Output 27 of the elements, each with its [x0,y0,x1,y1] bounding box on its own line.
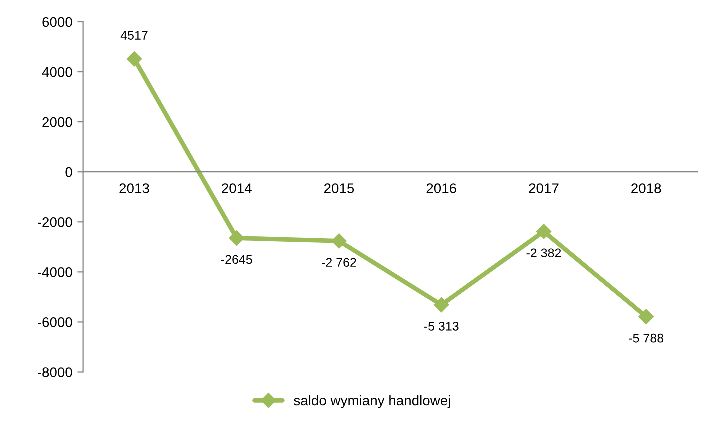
point [638,309,654,324]
point [126,52,142,67]
data-label: -2 382 [526,248,562,258]
y-tick-label: 0 [66,167,72,178]
x-tick-label: 2015 [324,184,354,194]
point [536,224,552,240]
data-label: -2 762 [322,258,356,268]
y-tick-label: 4000 [42,67,72,78]
y-tick-label: -2000 [38,217,72,228]
data-label: -5 313 [424,322,459,331]
y-tick-label: 2000 [42,117,72,128]
legend-label: saldo wymiany handlowej [294,395,450,408]
x-tick-label: 2014 [222,184,252,194]
data-label: -2645 [221,255,252,264]
data-label: 4517 [120,31,148,40]
x-tick-label: 2018 [632,184,662,194]
x-tick-label: 2013 [120,184,150,194]
y-tick-label: -8000 [38,368,72,378]
point [229,230,244,246]
point [434,297,450,313]
x-tick-label: 2016 [426,184,456,194]
y-tick-label: -6000 [38,318,72,328]
y-tick-label: 6000 [42,17,72,28]
x-tick-label: 2017 [529,184,559,194]
point [332,234,347,249]
y-tick-label: -4000 [38,268,72,278]
data-label: -5 788 [629,334,664,343]
